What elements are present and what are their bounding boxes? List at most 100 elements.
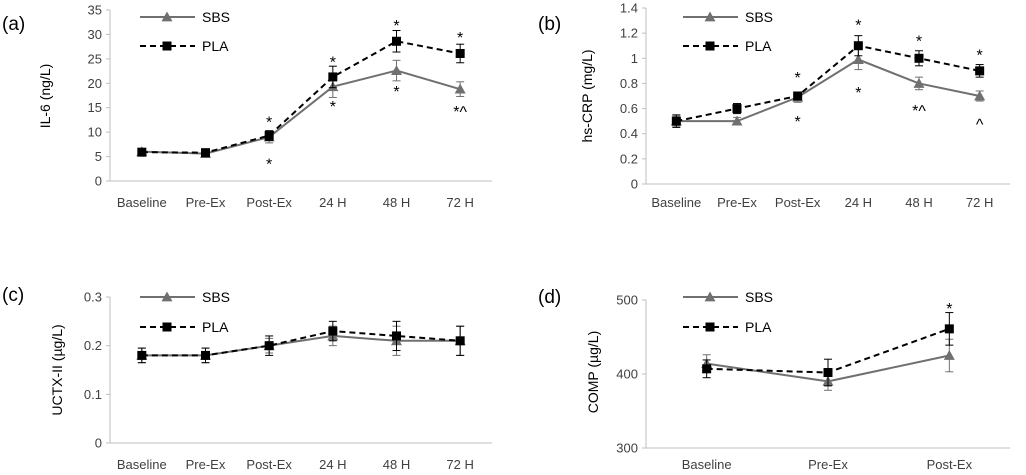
y-tick-label: 1 <box>631 51 638 66</box>
legend-label-pla: PLA <box>745 38 772 54</box>
legend-marker-pla <box>162 41 172 51</box>
significance-marker: * <box>977 48 983 65</box>
significance-marker: * <box>330 54 336 71</box>
data-point-sbs <box>731 115 743 126</box>
significance-marker: * <box>330 99 336 116</box>
data-point-sbs <box>943 350 955 360</box>
y-tick-label: 0 <box>631 177 638 192</box>
legend-label-sbs: SBS <box>745 289 773 305</box>
y-tick-label: 15 <box>88 100 102 115</box>
series-line-sbs <box>676 58 980 123</box>
data-point-pla <box>975 66 985 76</box>
legend-d: SBS PLA <box>683 289 773 335</box>
legend-marker-sbs <box>704 11 716 22</box>
significance-marker: * <box>855 85 861 102</box>
x-tick-label: Post-Ex <box>775 195 821 210</box>
series-line-pla <box>676 44 980 123</box>
significance-marker: * <box>457 30 463 47</box>
x-tick-label: Baseline <box>682 457 732 472</box>
legend-marker-pla <box>705 41 715 51</box>
data-point-pla <box>137 350 147 360</box>
y-tick-label: 500 <box>616 293 638 308</box>
y-tick-label: 5 <box>95 149 102 164</box>
series-line-pla <box>141 330 461 357</box>
data-point-pla <box>944 324 954 334</box>
data-point-pla <box>392 331 401 341</box>
x-tick-label: Baseline <box>651 195 701 210</box>
data-point-sbs <box>852 54 864 64</box>
significance-marker: * <box>393 18 399 35</box>
chart-panel-c: (c) 0 0.1 0.2 0.3 Baseline Pre-Ex Post-Ex 24 H 48… <box>2 285 492 472</box>
panel-label-c: (c) <box>2 285 24 306</box>
chart-panel-a: (a) 0 5 10 15 20 25 30 35 Baseline Pre-Ex Post-Ex 24… <box>2 3 492 210</box>
legend-label-pla: PLA <box>202 319 229 335</box>
y-tick-label: 0.8 <box>620 76 638 91</box>
y-tick-label: 1.2 <box>620 26 638 41</box>
y-tick-label: 0.1 <box>84 387 102 402</box>
y-tick-label: 20 <box>88 76 102 91</box>
data-point-pla <box>702 364 712 374</box>
y-axis-title-d: COMP (µg/L) <box>585 331 601 414</box>
y-tick-label: 0.2 <box>620 151 638 166</box>
data-point-sbs <box>913 77 925 88</box>
significance-marker: *^ <box>453 104 467 121</box>
y-tick-label: 0 <box>95 174 102 189</box>
y-tick-label: 0.2 <box>84 338 102 353</box>
panel-label-a: (a) <box>2 14 25 35</box>
x-tick-label: 72 H <box>446 457 473 472</box>
significance-marker: ^ <box>976 117 984 134</box>
data-point-pla <box>201 148 210 158</box>
series-line-sbs <box>141 69 461 155</box>
chart-panel-d: (d) 300 400 500 Baseline Pre-Ex Post-Ex COMP (µ… <box>538 287 1010 472</box>
x-tick-label: 48 H <box>383 457 410 472</box>
data-point-pla <box>732 104 742 114</box>
significance-marker: * <box>916 34 922 51</box>
legend-label-pla: PLA <box>202 38 229 54</box>
y-tick-label: 0.3 <box>84 290 102 305</box>
y-tick-label: 25 <box>88 51 102 66</box>
legend-marker-pla <box>705 322 715 332</box>
significance-marker: *^ <box>912 103 926 120</box>
data-point-sbs <box>974 90 986 101</box>
x-tick-label: Pre-Ex <box>808 457 848 472</box>
x-tick-label: Post-Ex <box>246 457 292 472</box>
data-point-pla <box>201 350 210 360</box>
y-tick-label: 10 <box>88 125 102 140</box>
data-point-pla <box>671 116 681 126</box>
legend-label-pla: PLA <box>745 319 772 335</box>
legend-marker-sbs <box>161 11 173 22</box>
data-point-pla <box>793 91 803 101</box>
x-tick-label: Post-Ex <box>246 195 292 210</box>
data-point-pla <box>455 336 465 346</box>
x-tick-label: 72 H <box>446 195 473 210</box>
chart-panel-b: (b) 0 0.2 0.4 0.6 0.8 1 1.2 1.4 Baseline Pre-Ex Pos… <box>538 1 1010 210</box>
y-axis-title-b: hs-CRP (mg/L) <box>579 49 595 142</box>
data-point-sbs <box>391 65 402 75</box>
x-tick-label: Baseline <box>117 457 167 472</box>
y-tick-label: 0.4 <box>620 126 638 141</box>
legend-marker-pla <box>162 322 172 332</box>
data-point-sbs <box>454 83 466 94</box>
y-tick-label: 30 <box>88 27 102 42</box>
x-tick-label: 24 H <box>319 457 346 472</box>
y-axis-title-c: UCTX-II (µg/L) <box>49 324 65 415</box>
series-line-pla <box>141 40 461 154</box>
legend-marker-sbs <box>704 291 716 302</box>
significance-marker: * <box>393 84 399 101</box>
y-tick-label: 0 <box>95 436 102 451</box>
significance-marker: * <box>795 70 801 87</box>
x-tick-label: 48 H <box>905 195 932 210</box>
legend-label-sbs: SBS <box>202 289 230 305</box>
significance-marker: * <box>266 114 272 131</box>
legend-c: SBS PLA <box>140 289 230 335</box>
significance-marker: * <box>266 156 272 173</box>
x-tick-label: 24 H <box>845 195 872 210</box>
data-point-pla <box>853 41 863 51</box>
data-point-pla <box>914 53 924 63</box>
y-tick-label: 1.4 <box>620 1 638 16</box>
data-point-pla <box>392 36 401 46</box>
significance-marker: * <box>795 114 801 131</box>
y-tick-label: 300 <box>616 441 638 456</box>
x-tick-label: Pre-Ex <box>186 195 226 210</box>
